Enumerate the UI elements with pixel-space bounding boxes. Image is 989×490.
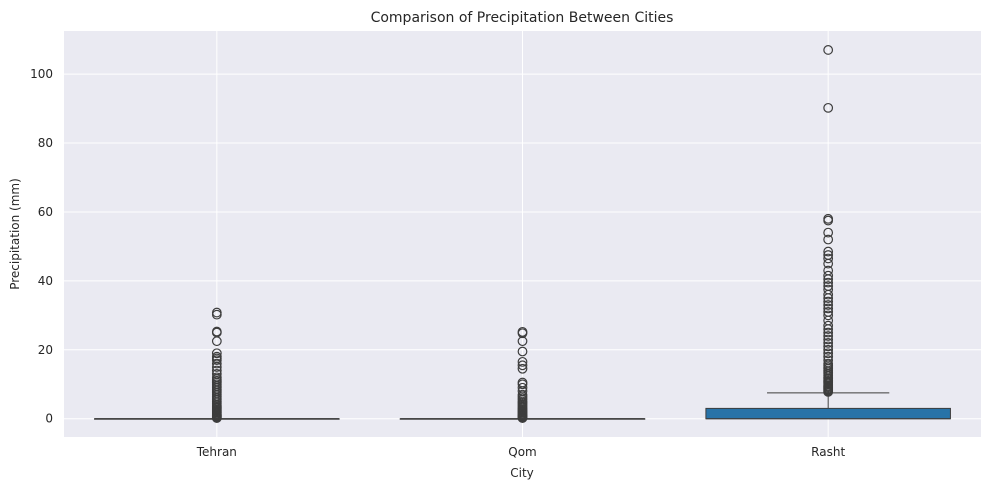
y-tick-label: 20: [38, 343, 53, 357]
outlier-point: [823, 348, 834, 359]
outlier-point: [211, 358, 222, 369]
y-tick-labels: 0 20 40 60 80 100: [30, 67, 53, 426]
y-tick-label: 40: [38, 274, 53, 288]
outlier-point: [823, 253, 834, 264]
box-group-qom: [399, 326, 646, 423]
outlier-point: [823, 338, 834, 348]
outlier-point: [823, 277, 834, 288]
y-tick-label: 0: [45, 412, 53, 426]
box-iqr: [705, 407, 951, 420]
y-tick-label: 60: [38, 205, 53, 219]
y-tick-label: 100: [30, 67, 53, 81]
outlier-point: [823, 344, 834, 355]
outlier-point: [211, 351, 222, 362]
outlier-point: [517, 382, 528, 393]
boxes: [94, 45, 951, 423]
outlier-point: [211, 365, 222, 376]
outlier-point: [823, 341, 834, 352]
y-tick-label: 80: [38, 136, 53, 150]
outlier-point: [823, 334, 834, 345]
outlier-point: [823, 355, 834, 366]
y-axis-label: Precipitation (mm): [8, 178, 22, 290]
outlier-point: [211, 372, 222, 383]
outlier-point: [211, 326, 222, 337]
outlier-point: [823, 102, 834, 113]
outlier-point: [517, 346, 528, 357]
outlier-point: [823, 270, 834, 281]
outlier-point: [823, 281, 834, 291]
outlier-point: [517, 326, 528, 337]
chart-title: Comparison of Precipitation Between Citi…: [371, 10, 674, 26]
outlier-point: [211, 369, 222, 379]
outlier-point: [823, 227, 834, 238]
outlier-point: [517, 356, 528, 367]
x-tick-labels: Tehran Qom Rasht: [196, 445, 846, 459]
outlier-point: [823, 306, 834, 317]
outlier-point: [517, 363, 528, 374]
outlier-point: [517, 360, 528, 371]
outlier-point: [823, 320, 834, 331]
outlier-point: [823, 310, 834, 321]
x-tick-label: Tehran: [196, 445, 237, 459]
outlier-point: [823, 303, 834, 314]
x-tick-label: Rasht: [811, 445, 845, 459]
outlier-point: [823, 234, 834, 245]
outlier-point: [211, 307, 222, 318]
outlier-point: [823, 296, 834, 307]
outlier-point: [823, 358, 834, 369]
outlier-point: [823, 331, 834, 341]
outlier-point: [823, 246, 834, 257]
x-tick-label: Qom: [508, 445, 536, 459]
outlier-point: [823, 265, 834, 276]
outlier-point: [211, 348, 222, 359]
outlier-point: [823, 300, 834, 310]
outlier-point: [823, 351, 834, 362]
outlier-point: [517, 336, 528, 347]
box-group-tehran: [94, 307, 340, 423]
outlier-point: [517, 377, 528, 388]
outlier-point: [823, 284, 834, 295]
outlier-point: [517, 389, 528, 400]
outlier-point: [823, 45, 834, 55]
box-group-rasht: [705, 45, 951, 420]
outlier-point: [823, 327, 834, 338]
outlier-point: [823, 250, 834, 260]
x-axis-label: City: [510, 466, 534, 480]
outlier-point: [823, 213, 834, 224]
